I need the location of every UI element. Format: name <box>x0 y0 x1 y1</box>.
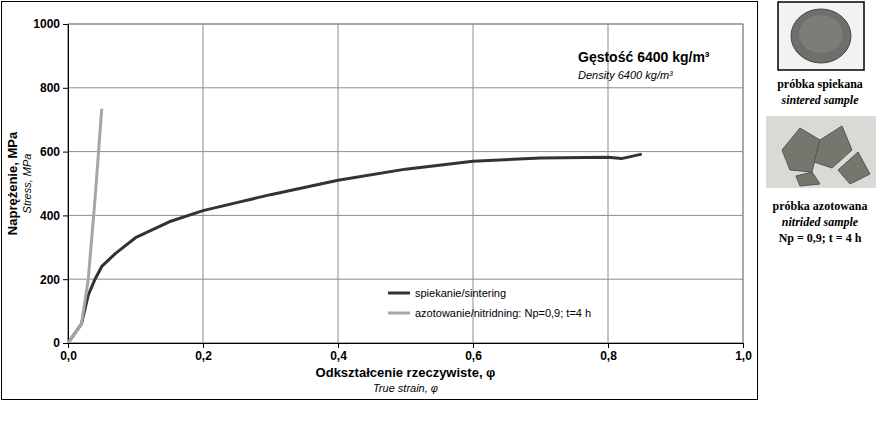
legend-swatch <box>388 312 410 315</box>
sample-shape <box>782 128 820 172</box>
y-tick: 800 <box>40 81 68 95</box>
y-tick-mark <box>63 152 68 153</box>
y-grid-line <box>68 151 743 152</box>
sample-shape <box>791 9 851 63</box>
y-axis-title-en: Stress, MPa <box>21 154 33 214</box>
y-tick: 600 <box>40 145 68 159</box>
x-axis-line <box>69 344 744 349</box>
y-tick-mark <box>63 343 68 344</box>
chart-frame <box>2 2 758 400</box>
y-tick-mark <box>63 279 68 280</box>
x-tick: 0,2 <box>195 343 212 363</box>
x-tick-label: 0,0 <box>60 349 77 363</box>
samples-panel: próbka spiekana sintered sample próbka azo… <box>766 2 876 245</box>
x-tick-mark <box>338 343 339 348</box>
x-grid-line <box>338 24 339 343</box>
x-tick-label: 1,0 <box>735 349 752 363</box>
x-tick-mark <box>608 343 609 348</box>
y-tick-label: 800 <box>40 81 60 95</box>
y-tick-label: 200 <box>40 273 60 287</box>
y-axis-line <box>63 25 69 344</box>
y-tick-label: 1000 <box>33 17 60 31</box>
sample-shape <box>799 15 843 53</box>
y-axis-title: Naprężenie, MPa <box>5 131 20 235</box>
sample-shape <box>796 172 820 186</box>
plot-frame <box>68 24 743 343</box>
y-tick: 0 <box>53 336 68 350</box>
series-line <box>68 109 102 343</box>
x-tick: 0,8 <box>600 343 617 363</box>
chart: 0,0 0,2 0,4 0,6 0,8 1,0 0 200 400 600 800 1000 Gęsto… <box>0 0 883 436</box>
sample-photo <box>766 116 876 188</box>
y-tick-label: 600 <box>40 145 60 159</box>
series-group <box>68 109 642 343</box>
sample-shape <box>838 152 870 184</box>
y-tick-mark <box>63 88 68 89</box>
y-grid-line <box>68 215 743 216</box>
x-tick-label: 0,8 <box>600 349 617 363</box>
x-tick: 0,4 <box>330 343 347 363</box>
sample-photo <box>778 2 864 70</box>
y-tick-mark <box>63 24 68 25</box>
legend-label: azotowanie/nitridning: Np=0,9; t=4 h <box>415 307 591 319</box>
x-axis: 0,0 0,2 0,4 0,6 0,8 1,0 <box>60 343 752 363</box>
sample-caption-en: nitrided sample <box>782 215 859 229</box>
x-tick-mark <box>743 343 744 348</box>
y-tick-mark <box>63 215 68 216</box>
sample-caption: próbka azotowana <box>772 199 867 213</box>
x-tick: 1,0 <box>735 343 752 363</box>
x-tick: 0,6 <box>465 343 482 363</box>
y-tick-label: 0 <box>53 336 60 350</box>
sample-note: Np = 0,9; t = 4 h <box>779 231 862 245</box>
y-tick-label: 400 <box>40 209 60 223</box>
sample-caption: próbka spiekana <box>777 77 863 91</box>
x-tick-label: 0,6 <box>465 349 482 363</box>
y-axis: 0 200 400 600 800 1000 <box>33 17 68 350</box>
x-tick-label: 0,2 <box>195 349 212 363</box>
sample-shape <box>814 126 852 168</box>
y-grid-line <box>68 279 743 280</box>
legend: spiekanie/sintering azotowanie/nitridning… <box>388 287 591 319</box>
y-tick: 200 <box>40 273 68 287</box>
y-tick: 1000 <box>33 17 68 31</box>
y-tick: 400 <box>40 209 68 223</box>
subtitle: Density 6400 kg/m³ <box>578 69 673 81</box>
title: Gęstość 6400 kg/m³ <box>578 49 710 65</box>
x-tick-mark <box>473 343 474 348</box>
x-axis-title-en: True strain, φ <box>373 382 438 394</box>
legend-swatch <box>388 292 410 295</box>
y-grid-line <box>68 87 743 88</box>
x-grid-line <box>203 24 204 343</box>
series-line <box>68 154 642 343</box>
legend-label: spiekanie/sintering <box>415 287 506 299</box>
x-tick-label: 0,4 <box>330 349 347 363</box>
x-tick: 0,0 <box>60 343 77 363</box>
x-axis-title: Odkształcenie rzeczywiste, φ <box>316 365 496 380</box>
grid <box>68 24 743 343</box>
sample-caption-en: sintered sample <box>781 93 860 107</box>
x-tick-mark <box>203 343 204 348</box>
